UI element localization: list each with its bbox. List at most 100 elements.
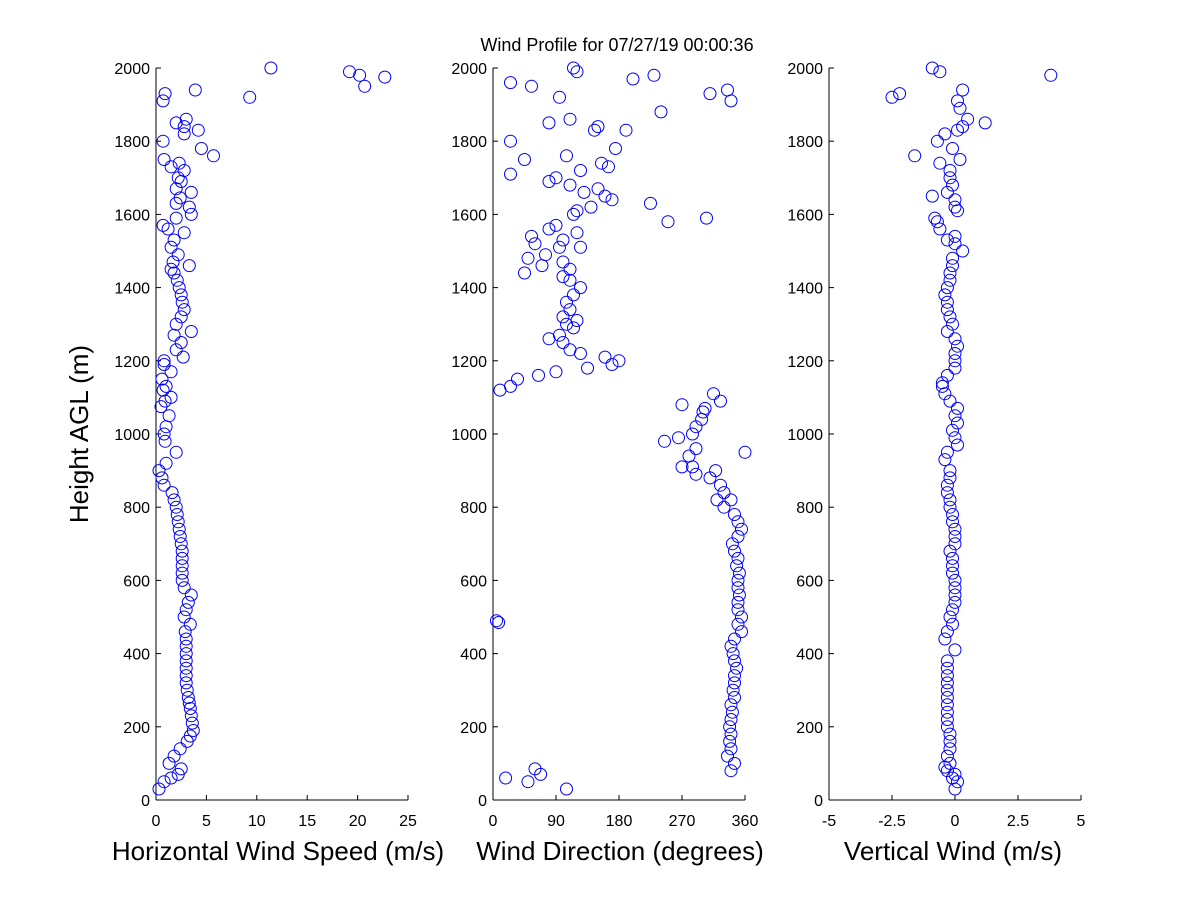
data-point <box>167 233 181 247</box>
data-point <box>504 76 517 90</box>
data-point <box>570 226 584 240</box>
data-point <box>570 314 584 327</box>
data-point <box>539 248 552 262</box>
data-point <box>644 196 657 210</box>
data-point <box>946 603 959 617</box>
data-point <box>499 771 513 785</box>
data-point <box>940 478 954 492</box>
data-point <box>724 493 738 507</box>
data-point <box>951 204 964 218</box>
y-tick-label: 200 <box>123 720 150 737</box>
data-point <box>948 193 962 207</box>
data-point <box>169 343 183 357</box>
data-point <box>728 756 741 770</box>
data-point <box>925 61 939 75</box>
data-point <box>956 120 970 134</box>
data-point <box>521 251 535 265</box>
data-point <box>169 116 183 130</box>
data-point <box>181 595 195 609</box>
data-point <box>940 281 954 295</box>
data-point <box>940 713 954 726</box>
data-point <box>953 101 967 115</box>
data-point <box>946 178 959 192</box>
data-point <box>563 343 577 357</box>
data-point <box>948 581 962 595</box>
data-point <box>948 409 962 423</box>
data-point <box>605 193 619 207</box>
data-point <box>504 134 517 148</box>
data-point <box>180 683 194 697</box>
data-point <box>714 478 727 492</box>
data-point <box>725 705 739 719</box>
data-point <box>951 438 964 452</box>
data-point <box>525 229 538 243</box>
panel-horizontal-speed: 0 5 10 15 20 25 0 200 400 600 800 1000 1200 1400 1600 1… <box>112 61 444 866</box>
x-axis-title: Vertical Wind (m/s) <box>844 836 1062 866</box>
data-point <box>171 515 185 529</box>
data-point <box>157 427 171 441</box>
data-point <box>598 350 612 364</box>
data-point <box>717 486 731 500</box>
x-tick-label: -2.5 <box>878 813 906 830</box>
data-point <box>948 354 962 368</box>
data-point <box>175 566 189 580</box>
data-point <box>943 756 957 770</box>
data-point <box>726 647 740 661</box>
data-point <box>943 493 957 507</box>
data-point <box>553 240 566 254</box>
data-point <box>940 486 954 500</box>
data-point <box>948 643 962 657</box>
data-point <box>946 771 959 785</box>
y-tick-label: 1800 <box>787 134 823 151</box>
data-point <box>164 390 178 404</box>
data-point <box>948 573 962 587</box>
data-point <box>738 445 752 459</box>
data-point <box>175 551 189 565</box>
data-point <box>183 702 197 715</box>
data-point <box>156 218 170 232</box>
data-point <box>172 156 186 170</box>
data-point <box>619 123 633 137</box>
data-point <box>724 713 738 726</box>
data-point <box>177 303 191 317</box>
data-point <box>951 339 964 353</box>
data-point <box>574 164 587 177</box>
data-point <box>940 661 954 675</box>
x-tick-label: -5 <box>822 813 836 830</box>
data-point <box>563 273 577 287</box>
data-point <box>175 559 189 573</box>
data-point <box>940 625 954 639</box>
x-tick-label: 2.5 <box>1007 813 1029 830</box>
data-point <box>940 676 954 690</box>
y-tick-label: 1800 <box>451 134 487 151</box>
data-point <box>948 200 962 214</box>
data-point <box>938 632 952 646</box>
data-point <box>157 153 171 166</box>
y-tick-label: 2000 <box>787 61 823 78</box>
data-point <box>155 471 169 485</box>
data-point <box>946 508 959 521</box>
data-point <box>724 727 738 741</box>
data-point <box>943 544 957 558</box>
data-point <box>560 295 573 309</box>
data-point <box>567 321 580 335</box>
data-point <box>948 347 962 360</box>
data-point <box>948 595 962 609</box>
data-point <box>173 191 187 205</box>
data-point <box>948 530 962 543</box>
y-tick-label: 1600 <box>451 207 487 224</box>
data-point <box>174 762 188 776</box>
data-point <box>158 434 172 448</box>
data-point <box>605 358 619 371</box>
data-point <box>938 127 952 141</box>
data-point <box>378 70 392 84</box>
data-point <box>933 222 947 236</box>
data-point <box>181 691 195 704</box>
data-point <box>179 676 193 690</box>
data-point <box>591 182 605 196</box>
data-point <box>728 508 741 521</box>
data-point <box>943 164 957 177</box>
y-tick-label: 600 <box>123 573 150 590</box>
data-point <box>577 185 591 199</box>
y-tick-label: 1000 <box>787 427 823 444</box>
